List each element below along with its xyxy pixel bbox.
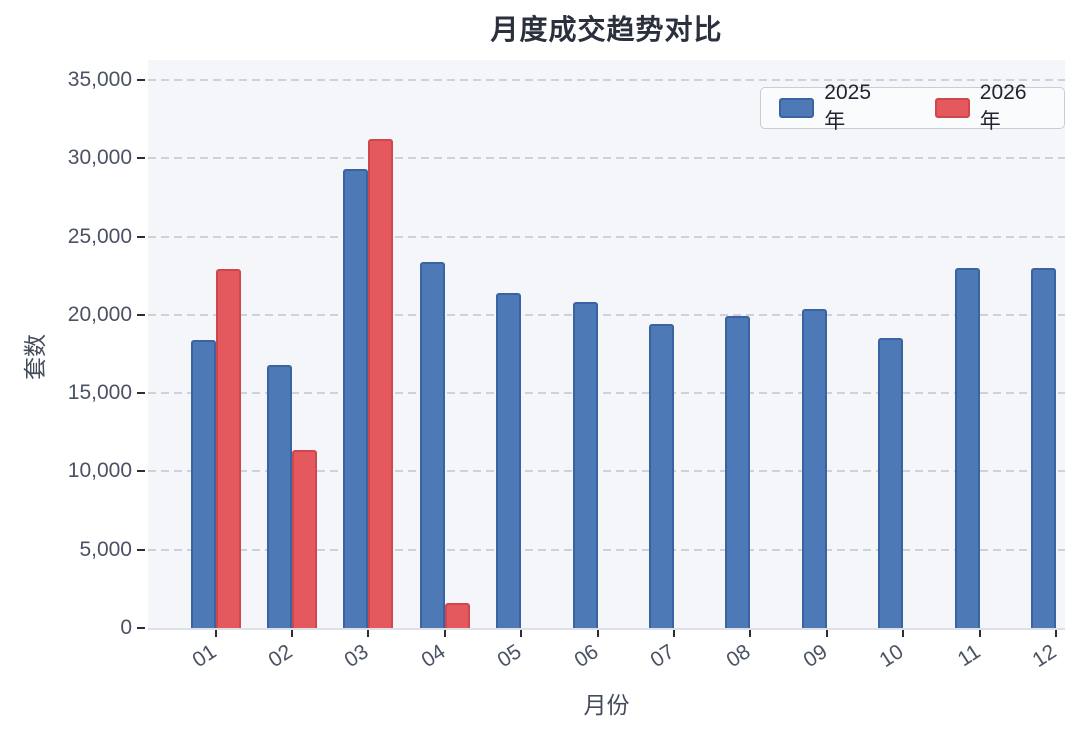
y-tick-mark <box>137 79 145 81</box>
x-tick-mark <box>825 630 828 637</box>
bar-2026年-02 <box>292 449 317 628</box>
gridline <box>148 548 1065 551</box>
legend-label-2026: 2026年 <box>979 81 1027 133</box>
y-axis-label: 套数 <box>22 334 48 380</box>
bar-2025年-03 <box>343 169 369 628</box>
x-tick-label: 04 <box>417 640 450 673</box>
y-tick-label: 15,000 <box>67 381 132 405</box>
legend-item-2025: 2025年 <box>779 81 891 135</box>
y-tick-mark <box>137 313 145 316</box>
bar-2025年-09 <box>801 308 827 628</box>
plot-area: 2025年 2026年 0 5,000 10,000 15,000 20,000 25,0… <box>68 60 1065 672</box>
chart-title: 月度成交趋势对比 <box>490 14 723 45</box>
x-tick-label: 06 <box>570 640 603 673</box>
bar-2025年-11 <box>954 267 980 628</box>
legend-label-2025: 2025年 <box>824 81 871 133</box>
y-tick-mark <box>137 627 145 629</box>
bar-2025年-02 <box>267 364 292 628</box>
y-tick-label: 5,000 <box>79 537 132 561</box>
bar-2025年-01 <box>190 339 216 628</box>
x-tick-label: 01 <box>188 640 221 673</box>
gridline <box>148 313 1065 316</box>
bar-2026年-04 <box>444 602 470 628</box>
legend-item-2026: 2026年 <box>934 81 1047 135</box>
bar-2025年-08 <box>725 316 751 628</box>
x-tick-label: 03 <box>340 640 373 673</box>
x-tick-mark <box>902 630 905 637</box>
legend-swatch-2026-icon <box>934 98 970 118</box>
x-tick-label: 09 <box>799 640 832 673</box>
x-tick-label: 05 <box>493 640 526 673</box>
x-tick-mark <box>520 630 523 637</box>
gridline <box>148 470 1065 473</box>
x-tick-mark <box>978 630 981 637</box>
y-tick-label: 30,000 <box>67 146 132 170</box>
y-tick-mark <box>137 470 145 473</box>
y-tick-mark <box>137 392 145 395</box>
x-tick-mark <box>443 630 446 637</box>
bar-2026年-01 <box>215 269 241 628</box>
bar-2025年-05 <box>496 292 522 628</box>
y-tick-label: 25,000 <box>67 224 132 248</box>
x-tick-mark <box>291 630 293 637</box>
gridline <box>148 79 1065 81</box>
bar-2026年-03 <box>368 139 394 628</box>
bar-2025年-04 <box>419 261 445 628</box>
legend: 2025年 2026年 <box>760 81 1065 133</box>
x-tick-mark <box>367 630 370 637</box>
bar-2025年-10 <box>878 338 904 628</box>
y-tick-mark <box>137 235 145 238</box>
bar-2025年-06 <box>572 302 598 628</box>
x-tick-label: 02 <box>264 640 297 673</box>
bar-2025年-07 <box>649 324 674 628</box>
y-tick-label: 0 <box>120 616 132 639</box>
y-tick-label: 10,000 <box>67 459 132 483</box>
x-tick-mark <box>749 630 752 637</box>
gridline <box>148 157 1065 160</box>
gridline <box>148 392 1065 395</box>
y-tick-mark <box>137 548 145 551</box>
bar-2025年-12 <box>1031 267 1056 628</box>
x-tick-mark <box>673 630 675 637</box>
x-tick-label: 11 <box>953 640 985 672</box>
x-tick-mark <box>1055 630 1057 637</box>
gridline <box>148 235 1065 238</box>
x-tick-label: 12 <box>1028 640 1061 673</box>
x-axis-label: 月份 <box>583 692 630 718</box>
x-tick-label: 10 <box>875 640 908 673</box>
y-tick-mark <box>137 157 145 160</box>
y-tick-label: 35,000 <box>67 68 132 91</box>
x-tick-mark <box>214 630 217 637</box>
x-tick-mark <box>596 630 599 637</box>
x-tick-label: 08 <box>722 640 755 673</box>
legend-swatch-2025-icon <box>779 98 815 118</box>
y-tick-label: 20,000 <box>67 302 132 326</box>
x-tick-label: 07 <box>646 640 679 673</box>
